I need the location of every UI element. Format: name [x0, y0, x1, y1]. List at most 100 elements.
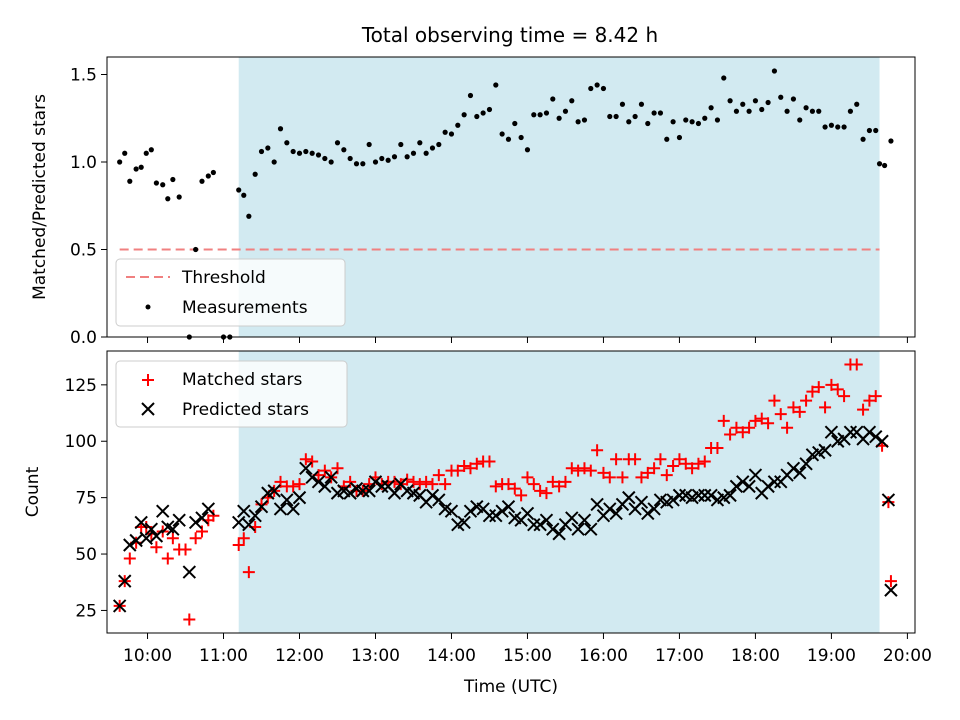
measurements-series — [117, 68, 894, 340]
predicted-star-point — [647, 502, 661, 516]
measurement-point — [550, 96, 556, 102]
predicted-star-point — [527, 518, 541, 532]
measurement-point — [556, 115, 562, 121]
matched-star-point — [648, 462, 661, 475]
predicted-star-point — [311, 475, 326, 489]
measurement-point — [309, 150, 315, 156]
predicted-star-point — [286, 502, 300, 516]
matched-star-point — [584, 464, 597, 477]
measurement-point — [721, 75, 727, 81]
matched-star-point — [232, 539, 245, 552]
matched-star-point — [755, 412, 768, 425]
predicted-star-point — [552, 527, 566, 541]
measurement-point — [670, 119, 676, 125]
predicted-star-point — [156, 504, 170, 518]
predicted-star-point — [237, 504, 251, 518]
legend-measurements-label: Measurements — [182, 298, 308, 318]
measurement-point — [759, 106, 765, 113]
measurement-point — [784, 108, 790, 114]
measurement-point — [822, 124, 828, 130]
measurement-point — [461, 112, 467, 118]
predicted-star-point — [577, 513, 592, 527]
top-panel: Total observing time = 8.42 h 0.0 0.5 1.0 1… — [30, 23, 916, 348]
predicted-star-point — [622, 490, 636, 505]
measurement-point — [575, 119, 581, 125]
measurement-point — [486, 106, 493, 113]
measurement-point — [246, 213, 252, 219]
matched-star-point — [183, 613, 196, 626]
measurement-point — [876, 161, 883, 167]
measurement-point — [277, 126, 284, 132]
matched-star-point — [123, 552, 136, 565]
x-tick-label: 10:00 — [123, 646, 172, 666]
measurement-point — [165, 196, 171, 202]
x-tick-label: 19:00 — [807, 646, 856, 666]
matched-star-point — [318, 464, 331, 477]
predicted-star-point — [748, 468, 763, 482]
predicted-star-point — [182, 565, 197, 579]
matched-star-point — [730, 421, 743, 434]
matched-star-point — [161, 552, 174, 565]
y-tick-label: 75 — [75, 489, 97, 509]
measurement-point — [296, 150, 303, 156]
matched-star-point — [882, 496, 895, 509]
predicted-star-point — [723, 488, 737, 503]
matched-star-point — [565, 462, 578, 475]
matched-star-point — [857, 403, 870, 416]
matched-star-point — [578, 462, 591, 475]
predicted-star-point — [793, 466, 807, 480]
matched-star-point — [293, 478, 306, 491]
matched-star-point — [698, 455, 711, 468]
legend-predicted-label: Predicted stars — [182, 400, 309, 420]
predicted-star-point — [457, 515, 471, 530]
predicted-star-point — [641, 506, 655, 521]
predicted-star-point — [736, 475, 750, 489]
observing-window-span-top — [238, 57, 880, 337]
matched-star-point — [884, 575, 897, 588]
matched-star-point — [420, 475, 433, 488]
matched-star-point — [237, 532, 250, 545]
predicted-star-point — [254, 499, 269, 514]
predicted-star-point — [242, 518, 256, 532]
measurement-point — [442, 129, 448, 135]
predicted-star-point — [201, 502, 216, 516]
measurement-point — [645, 120, 651, 127]
measurement-point — [689, 119, 695, 125]
predicted-star-point — [305, 470, 319, 485]
matched-star-point — [768, 394, 781, 407]
matched-star-point — [483, 455, 496, 468]
predicted-star-point — [862, 425, 877, 439]
measurement-point — [512, 120, 518, 127]
predicted-star-point — [742, 479, 756, 494]
measurement-point — [493, 82, 499, 88]
predicted-stars-series — [112, 425, 898, 613]
measurement-point — [581, 117, 588, 123]
predicted-star-point — [134, 515, 148, 530]
x-tick-label: 16:00 — [579, 646, 628, 666]
matched-star-point — [686, 462, 699, 475]
measurement-point — [746, 108, 752, 114]
matched-star-point — [540, 487, 553, 500]
predicted-star-point — [129, 533, 143, 548]
measurement-point — [366, 141, 372, 148]
predicted-star-point — [432, 493, 446, 507]
matched-star-point — [812, 381, 825, 394]
y-tick-label: 100 — [65, 432, 97, 452]
predicted-star-point — [533, 518, 547, 532]
measurement-point — [347, 155, 353, 162]
matched-star-point — [597, 466, 610, 479]
measurement-point — [524, 147, 531, 153]
y-tick-label: 0.5 — [70, 241, 97, 261]
predicted-star-point — [356, 484, 370, 498]
measurement-point — [543, 110, 550, 116]
matched-star-point — [534, 484, 547, 497]
measurement-point — [695, 120, 702, 127]
measurement-point — [148, 147, 154, 153]
x-axis-label: Time (UTC) — [463, 677, 558, 697]
predicted-star-point — [368, 475, 383, 489]
measurement-point — [455, 122, 461, 128]
predicted-star-point — [767, 475, 782, 489]
measurement-point — [252, 171, 258, 177]
matched-star-point — [603, 471, 616, 484]
predicted-star-point — [520, 506, 535, 521]
